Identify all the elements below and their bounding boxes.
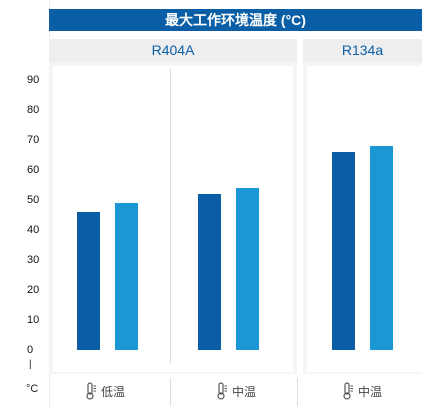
bar-series2-cat3: [370, 146, 393, 350]
bar-series1-cat2: [198, 194, 221, 350]
x-label-text: 中温: [358, 384, 383, 399]
x-label-divider: [297, 378, 298, 406]
group-header-r404a: R404A: [49, 39, 297, 62]
x-label-1: 低温: [85, 382, 125, 400]
x-label-text: 中温: [232, 384, 257, 399]
y-tick-label: 50: [27, 194, 40, 206]
bar-series2-cat1: [115, 203, 138, 350]
x-label-3: 中温: [342, 382, 382, 400]
y-tick-label: 40: [27, 224, 40, 236]
bar-series1-cat1: [77, 212, 100, 350]
y-tick-label: 10: [27, 314, 40, 326]
y-tick-label: 20: [27, 284, 40, 296]
y-tick-label: 0: [27, 344, 34, 356]
thermometer-icon: [217, 382, 227, 400]
group-header-r134a: R134a: [303, 39, 422, 62]
thermometer-icon: [343, 382, 353, 400]
x-label-divider: [170, 378, 171, 406]
bar-series2-cat2: [236, 188, 259, 350]
chart-title: 最大工作环境温度 (°C): [49, 9, 422, 31]
y-tick-label: 80: [27, 104, 40, 116]
y-tick-label: 90: [27, 74, 40, 86]
thermometer-icon: [86, 382, 96, 400]
bar-series1-cat3: [332, 152, 355, 350]
y-tick-label: 60: [27, 164, 40, 176]
x-label-2: 中温: [216, 382, 256, 400]
panel-r134a-inner: [307, 66, 422, 372]
y-axis-separator: |: [29, 359, 32, 370]
y-tick-label: 70: [27, 134, 40, 146]
x-label-text: 低温: [101, 384, 126, 399]
y-tick-label: 30: [27, 254, 40, 266]
subgroup-divider: [170, 68, 171, 364]
y-axis-unit: °C: [26, 383, 39, 395]
